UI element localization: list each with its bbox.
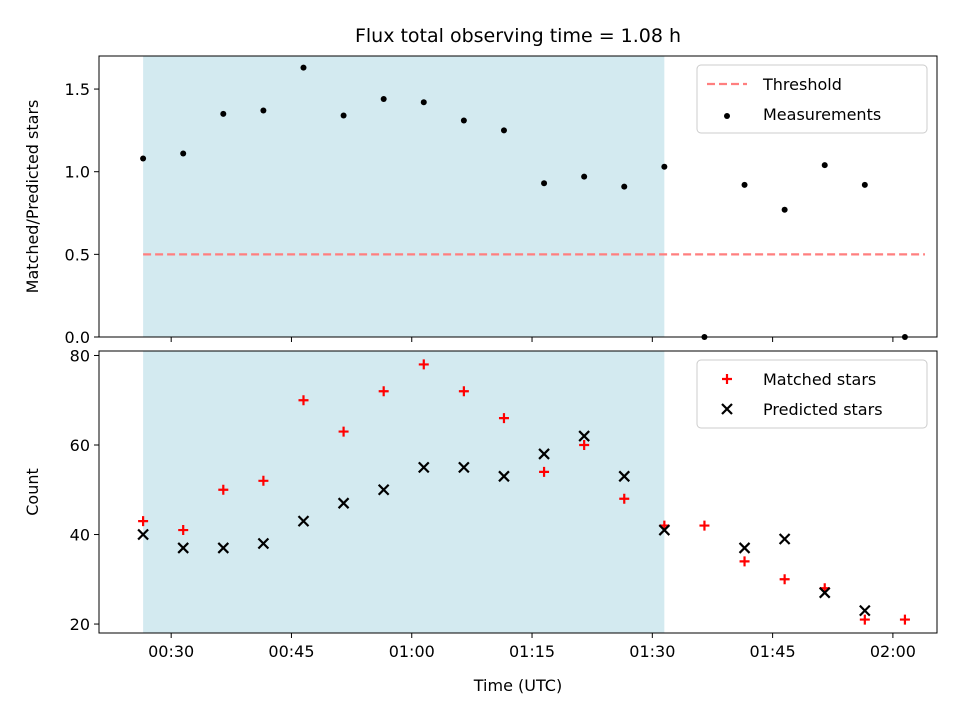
legend: Threshold Measurements — [696, 64, 928, 134]
data-point — [821, 162, 828, 169]
y-tick-label: 80 — [70, 346, 90, 365]
x-tick-label: 00:45 — [268, 642, 314, 661]
x-tick-label: 01:45 — [750, 642, 796, 661]
x-axis-label: Time (UTC) — [473, 676, 562, 695]
legend-label: Measurements — [763, 105, 881, 124]
chart-title: Flux total observing time = 1.08 h — [355, 25, 681, 47]
data-point — [418, 359, 429, 370]
x-tick-label: 01:15 — [509, 642, 555, 661]
legend-label: Predicted stars — [763, 400, 883, 419]
plot-frame — [98, 350, 938, 634]
data-point — [621, 183, 628, 190]
data-point — [337, 497, 350, 509]
data-point — [458, 461, 470, 474]
y-axis-label: Count — [23, 468, 42, 516]
data-point — [378, 386, 389, 397]
data-point — [541, 180, 548, 187]
data-point — [218, 484, 229, 495]
data-point — [500, 127, 507, 134]
data-point — [498, 413, 509, 424]
data-point — [581, 173, 588, 180]
data-point — [140, 155, 147, 162]
data-point — [220, 110, 227, 117]
data-point — [340, 112, 347, 119]
plot-frame — [98, 55, 938, 338]
data-point — [741, 181, 748, 188]
data-point — [859, 604, 871, 617]
data-point — [658, 524, 671, 536]
y-tick-label: 60 — [70, 436, 90, 455]
x-tick-label: 01:00 — [389, 642, 435, 661]
data-point — [818, 586, 831, 599]
x-tick-label: 00:30 — [148, 642, 194, 661]
legend-swatch — [721, 403, 733, 415]
x-tick-label: 01:30 — [629, 642, 675, 661]
legend-swatch — [724, 113, 730, 119]
data-point — [298, 395, 309, 406]
data-point — [738, 542, 751, 554]
y-tick-label: 40 — [70, 526, 90, 545]
legend-label: Threshold — [762, 75, 842, 94]
y-tick-label: 1.0 — [65, 163, 90, 182]
legend-box — [696, 359, 928, 429]
data-point — [538, 448, 550, 460]
data-point — [180, 150, 187, 157]
data-point — [778, 533, 791, 545]
x-tick-label: 02:00 — [870, 642, 916, 661]
data-point — [618, 470, 631, 483]
legend-box — [696, 64, 928, 134]
series-matched-stars — [138, 359, 910, 625]
data-point — [257, 537, 270, 550]
series-measurements — [140, 64, 908, 340]
data-point — [377, 483, 390, 496]
data-point — [460, 117, 467, 124]
data-point — [781, 206, 788, 213]
data-point — [420, 99, 427, 106]
data-point — [258, 475, 269, 486]
y-tick-label: 20 — [70, 615, 90, 634]
data-point — [539, 466, 550, 477]
y-axis-label: Matched/Predicted stars — [23, 100, 42, 294]
panel-1: 0.0 0.5 1.0 1.5 Matched/Predicted stars Thres… — [23, 55, 938, 347]
data-point — [861, 181, 868, 188]
data-point — [899, 614, 910, 625]
data-point — [178, 525, 189, 536]
data-point — [859, 614, 870, 625]
data-point — [138, 516, 149, 527]
data-point — [137, 528, 149, 541]
data-point — [779, 574, 790, 585]
data-point — [217, 542, 230, 554]
y-tick-label: 1.5 — [65, 80, 90, 99]
data-point — [380, 95, 387, 102]
y-tick-label: 0.5 — [65, 245, 90, 264]
data-point — [578, 430, 590, 442]
legend-label: Matched stars — [763, 370, 876, 389]
data-point — [498, 470, 510, 483]
data-point — [417, 461, 430, 474]
panel-2: 00:30 00:45 01:00 01:15 01:30 01:45 02:00 20 40 6… — [23, 346, 938, 661]
data-point — [300, 64, 307, 71]
legend-swatch — [722, 374, 732, 384]
series-predicted-stars — [137, 430, 871, 617]
observing-span — [143, 56, 665, 337]
data-point — [739, 556, 750, 567]
data-point — [458, 386, 469, 397]
data-point — [338, 426, 349, 437]
data-point — [260, 107, 267, 114]
data-point — [177, 542, 189, 554]
chart-layer: 0.0 0.5 1.0 1.5 Matched/Predicted stars Thres… — [23, 55, 938, 661]
y-tick-label: 0.0 — [65, 328, 90, 347]
data-point — [661, 163, 668, 170]
data-point — [579, 440, 590, 450]
data-point — [297, 515, 310, 527]
observing-span — [143, 351, 665, 633]
data-point — [699, 520, 710, 531]
data-point — [619, 493, 630, 504]
legend: Matched stars Predicted stars — [696, 359, 928, 429]
